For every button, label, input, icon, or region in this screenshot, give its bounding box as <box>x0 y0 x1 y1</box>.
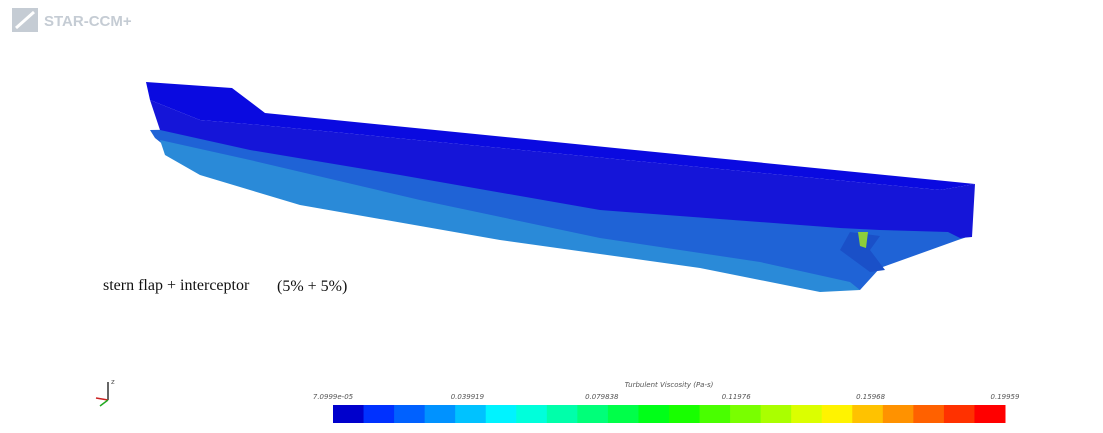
colorbar-segment <box>608 405 639 423</box>
ratio-label: (5% + 5%) <box>277 278 347 295</box>
viewer: STAR-CCM+ stern flap + interceptor (5% +… <box>0 0 1103 433</box>
colorbar-tick-label: 0.19959 <box>991 393 1020 401</box>
colorbar-title: Turbulent Viscosity (Pa-s) <box>625 381 714 389</box>
colorbar-segment <box>852 405 883 423</box>
colorbar-segment <box>333 405 364 423</box>
colorbar-segment <box>577 405 608 423</box>
colorbar-segment <box>455 405 486 423</box>
colorbar-segment <box>486 405 517 423</box>
logo-text: STAR-CCM+ <box>44 13 132 30</box>
colorbar-segment <box>883 405 914 423</box>
colorbar-segment <box>547 405 578 423</box>
colorbar-tick-label: 0.079838 <box>585 393 619 401</box>
colorbar-segment <box>791 405 822 423</box>
colorbar-segment <box>394 405 425 423</box>
colorbar-segment <box>822 405 853 423</box>
colorbar-segment <box>669 405 700 423</box>
colorbar-segment <box>761 405 792 423</box>
colorbar-segment <box>425 405 456 423</box>
triad-label: z <box>111 378 115 386</box>
colorbar-segment <box>516 405 547 423</box>
colorbar-segment <box>974 405 1005 423</box>
colorbar-tick-label: 0.15968 <box>856 393 885 401</box>
colorbar-segment <box>364 405 395 423</box>
colorbar-tick-label: 7.0999e-05 <box>313 393 354 401</box>
case-label: stern flap + interceptor <box>103 277 250 294</box>
colorbar-tick-label: 0.039919 <box>451 393 485 401</box>
colorbar-segment <box>700 405 731 423</box>
colorbar-tick-label: 0.11976 <box>722 393 751 401</box>
colorbar-segment <box>944 405 975 423</box>
colorbar-segment <box>638 405 669 423</box>
colorbar-segment <box>730 405 761 423</box>
colorbar-segment <box>913 405 944 423</box>
